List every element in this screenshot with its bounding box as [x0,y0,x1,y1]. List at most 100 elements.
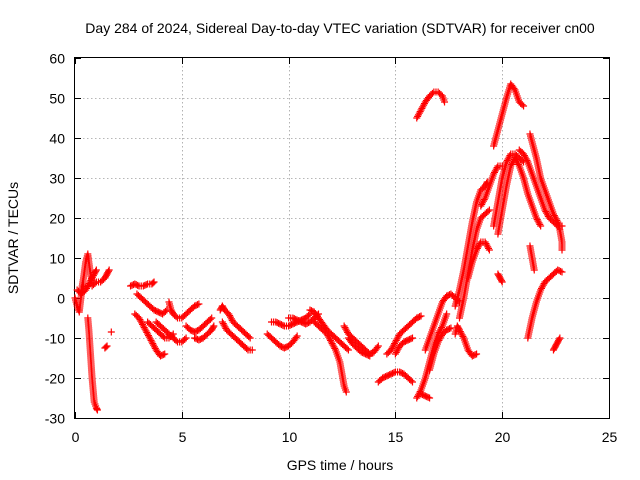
data-point [206,315,214,323]
data-point [292,334,300,341]
data-point [394,345,402,353]
data-point [443,310,451,318]
data-point [542,208,550,216]
data-point [246,334,254,342]
data-point [521,153,529,161]
data-point [498,278,506,286]
data-point [558,246,566,254]
data-point [539,281,547,289]
data-point [227,313,235,321]
data-point [208,314,216,322]
grid [75,58,609,418]
data-point [456,328,464,336]
data-point [193,301,201,309]
series-arc-18 [263,330,301,352]
data-point [507,162,515,170]
data-point [374,342,382,350]
x-tick-label: 10 [282,429,298,445]
data-point [414,111,422,119]
series-arc-16 [216,302,254,342]
data-point [418,104,426,112]
data-point [417,106,425,114]
series-arc-04 [84,314,101,414]
data-point [340,322,348,330]
data-point [555,335,563,343]
data-point [83,283,91,291]
data-point [473,350,481,358]
data-point [481,238,489,246]
data-point [136,316,144,324]
data-point [150,278,158,286]
data-point [415,389,423,397]
data-point [150,343,158,351]
data-point [474,243,482,251]
data-point [485,206,493,214]
data-point [387,346,395,354]
data-point [508,160,516,168]
series-arc-42 [515,146,566,230]
data-point [438,324,446,332]
data-point [83,284,91,292]
y-tick-label: 30 [49,171,65,187]
data-point [420,101,428,109]
data-point [523,156,531,164]
series-arc-22 [306,306,352,354]
data-point [88,275,96,283]
data-point [537,286,545,294]
data-point [541,206,549,214]
data-point [491,168,499,176]
data-point [390,341,398,349]
series-arc-39 [490,150,528,230]
data-point [512,156,520,164]
data-point [102,343,110,351]
y-tick-label: -20 [45,371,65,387]
data-point [484,243,492,251]
data-point [343,345,351,353]
data-point [416,313,424,321]
data-point [105,266,113,274]
data-point [137,317,145,325]
x-tick-label: 20 [495,429,511,445]
data-point [92,267,100,275]
series-arc-14 [182,314,216,336]
data-point [86,278,94,286]
data-point [536,220,544,228]
data-marks [71,80,566,414]
y-axis-label: SDTVAR / TECUs [5,182,21,294]
y-tick-label: 10 [49,251,65,267]
data-point [93,406,101,414]
series-arc-27 [391,334,416,358]
data-point [534,217,542,225]
data-point [520,152,528,160]
data-point [441,98,449,106]
series-arc-46 [549,334,564,354]
data-point [144,332,152,340]
data-point [159,333,167,341]
data-point [426,394,434,402]
data-point [366,352,374,360]
data-point [492,165,500,173]
data-point [520,150,528,158]
series-arc-10 [133,290,171,318]
data-point [458,331,466,339]
series-arc-11 [144,318,177,342]
data-point [138,320,146,328]
data-point [490,170,498,178]
data-point [329,341,337,349]
series-arc-03 [73,266,100,298]
data-point [134,281,142,289]
data-point [182,334,190,342]
data-point [533,216,541,224]
data-point [549,210,557,218]
data-point [328,340,336,348]
data-point [459,332,467,340]
data-point [159,351,167,359]
data-point [522,155,530,163]
series-arc-17 [218,318,256,354]
data-point [475,241,483,249]
data-point [505,153,513,161]
data-point [514,159,522,167]
data-point [479,197,487,205]
data-point [493,164,501,172]
data-point [147,336,155,344]
